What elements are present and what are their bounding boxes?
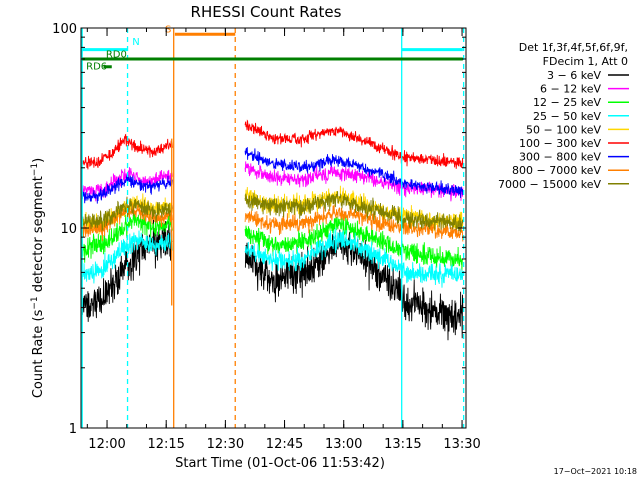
timestamp: 17−Oct−2021 10:18 (554, 467, 637, 476)
x-tick-label-2: 12:30 (207, 437, 244, 452)
legend-label-2: 12 − 25 keV (533, 96, 601, 109)
chart-title: RHESSI Count Rates (191, 3, 342, 21)
x-axis-label: Start Time (01-Oct-06 11:53:42) (175, 456, 385, 471)
series-line-8-1 (244, 191, 464, 232)
axis-layer: 12:00 12:15 12:30 12:45 13:00 13:15 13:30 1 10 10… (52, 22, 481, 452)
series-line-6-1 (244, 147, 464, 199)
series-layer (81, 119, 464, 341)
legend-label-5: 100 − 300 keV (519, 137, 601, 150)
state-label-3: RD0 (106, 50, 127, 61)
series-line-5-1 (244, 119, 464, 169)
x-tick-label-5: 13:15 (384, 437, 421, 452)
x-tick-label-3: 12:45 (266, 437, 303, 452)
legend-label-4: 50 − 100 keV (526, 123, 601, 136)
legend-label-1: 6 − 12 keV (540, 83, 601, 96)
y-tick-label-1: 10 (60, 222, 77, 237)
y-axis-label-close: ) (31, 158, 46, 163)
legend-label-8: 7000 − 15000 keV (498, 178, 601, 191)
series-line-3-1 (244, 227, 464, 288)
x-tick-label-6: 13:30 (443, 437, 480, 452)
legend-label-3: 25 − 50 keV (533, 110, 601, 123)
y-tick-label-0: 1 (69, 422, 77, 437)
state-label-2: S (165, 24, 171, 35)
legend-label-7: 800 − 7000 keV (512, 164, 601, 177)
y-axis-label-sup2: −1 (30, 163, 40, 176)
legend-header-1: FDecim 1, Att 0 (543, 55, 628, 68)
series-line-2-1 (244, 216, 464, 272)
y-axis-label-main: Count Rate (s (31, 309, 46, 398)
y-tick-label-2: 100 (52, 22, 77, 37)
x-tick-label-0: 12:00 (88, 437, 125, 452)
state-label-0: N (132, 37, 139, 48)
state-label-4: RD6 (86, 62, 107, 73)
legend-label-6: 300 − 800 keV (519, 151, 601, 164)
x-tick-label-4: 13:00 (325, 437, 362, 452)
legend-header-0: Det 1f,3f,4f,5f,6f,9f, (519, 41, 628, 54)
x-tick-label-1: 12:15 (147, 437, 184, 452)
legend-label-0: 3 − 6 keV (547, 69, 601, 82)
y-axis-label-tail: detector segment (31, 176, 46, 296)
y-axis-label-sup: −1 (30, 296, 40, 309)
y-axis-label: Count Rate (s−1 detector segment−1) (30, 158, 46, 398)
legend: Det 1f,3f,4f,5f,6f,9f,FDecim 1, Att 03 −… (498, 41, 629, 191)
